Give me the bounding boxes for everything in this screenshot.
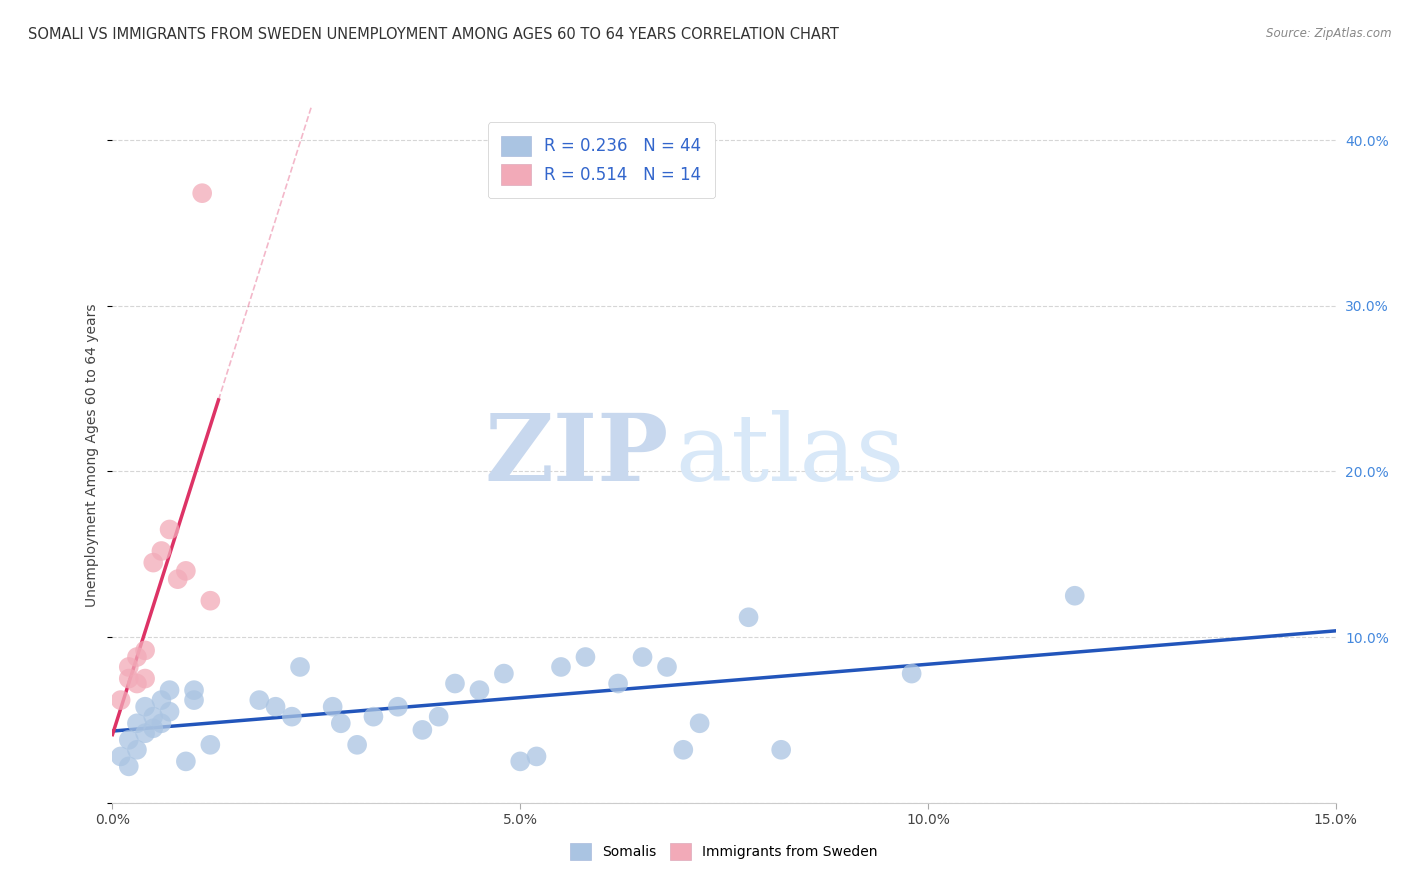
Point (363, 709, 385, 723)
Point (281, 709, 304, 723)
Point (427, 709, 450, 723)
Point (125, 676, 148, 690)
Text: SOMALI VS IMMIGRANTS FROM SWEDEN UNEMPLOYMENT AMONG AGES 60 TO 64 YEARS CORRELAT: SOMALI VS IMMIGRANTS FROM SWEDEN UNEMPLO… (28, 27, 839, 42)
Text: ZIP: ZIP (485, 410, 669, 500)
Point (411, 723, 433, 737)
Point (159, 523, 181, 537)
Point (444, 676, 467, 690)
Point (166, 572, 188, 586)
Point (737, 610, 759, 624)
Text: Source: ZipAtlas.com: Source: ZipAtlas.com (1267, 27, 1392, 40)
Point (125, 650, 148, 665)
Point (118, 660, 141, 674)
Point (288, 660, 311, 674)
Point (607, 676, 630, 690)
Point (118, 732, 141, 747)
Point (387, 699, 409, 714)
Point (492, 666, 515, 681)
Point (655, 660, 678, 674)
Point (1063, 589, 1085, 603)
Point (159, 683, 181, 698)
Y-axis label: Unemployment Among Ages 60 to 64 years: Unemployment Among Ages 60 to 64 years (86, 303, 100, 607)
Point (200, 738, 222, 752)
Point (125, 716, 148, 731)
Point (550, 660, 572, 674)
Point (134, 672, 156, 686)
Point (150, 544, 173, 558)
Point (183, 683, 205, 698)
Point (118, 672, 141, 686)
Point (142, 709, 165, 723)
Point (110, 693, 132, 707)
Point (134, 726, 156, 740)
Point (346, 738, 368, 752)
Text: atlas: atlas (675, 410, 904, 500)
Point (689, 716, 711, 731)
Legend: Somalis, Immigrants from Sweden: Somalis, Immigrants from Sweden (565, 838, 883, 865)
Point (134, 699, 156, 714)
Point (672, 743, 695, 757)
Point (191, 186, 214, 201)
Point (200, 593, 222, 607)
Point (134, 643, 156, 657)
Point (150, 716, 173, 731)
Point (509, 755, 531, 769)
Point (900, 666, 922, 681)
Point (110, 749, 132, 764)
Point (174, 564, 197, 578)
Point (526, 749, 548, 764)
Point (174, 755, 197, 769)
Point (631, 650, 654, 665)
Point (468, 683, 491, 698)
Point (574, 650, 596, 665)
Point (142, 721, 165, 735)
Point (142, 556, 165, 570)
Point (329, 716, 352, 731)
Point (118, 759, 141, 773)
Point (322, 699, 344, 714)
Point (150, 693, 173, 707)
Point (770, 743, 793, 757)
Point (125, 743, 148, 757)
Point (264, 699, 287, 714)
Point (247, 693, 270, 707)
Point (159, 705, 181, 719)
Point (183, 693, 205, 707)
